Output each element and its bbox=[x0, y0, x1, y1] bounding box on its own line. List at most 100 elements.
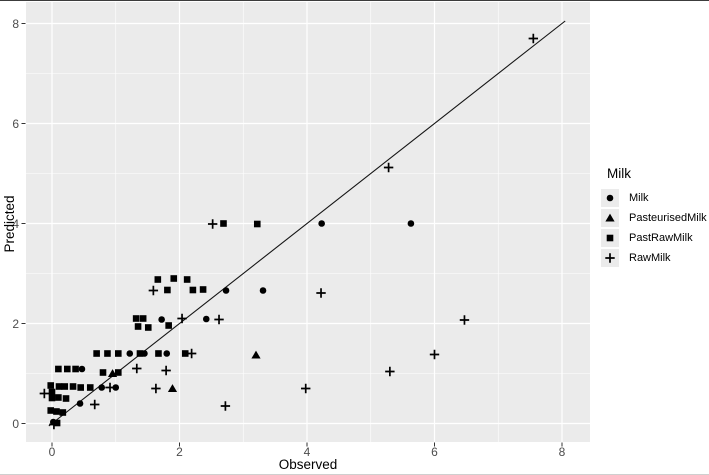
data-point-plus bbox=[316, 288, 326, 298]
data-point-circle bbox=[112, 384, 120, 391]
triangle-marker-icon bbox=[601, 209, 619, 227]
circle-marker-icon bbox=[601, 189, 619, 207]
data-point-square bbox=[220, 220, 227, 227]
data-point-square bbox=[154, 276, 162, 283]
y-tick-label: 0 bbox=[12, 417, 19, 431]
data-point-square bbox=[93, 350, 100, 357]
y-axis-title: Predicted bbox=[2, 195, 17, 253]
data-point-plus bbox=[132, 363, 142, 374]
data-point-square bbox=[164, 286, 171, 294]
data-point-square bbox=[165, 322, 172, 329]
legend-item-rawmilk: RawMilk bbox=[601, 248, 707, 268]
data-point-square bbox=[72, 365, 79, 373]
data-point-plus bbox=[385, 366, 395, 377]
data-point-circle bbox=[259, 287, 267, 294]
data-point-plus bbox=[383, 162, 394, 173]
square-marker-icon bbox=[601, 229, 619, 247]
data-point-plus bbox=[105, 382, 115, 393]
legend-item-label: Milk bbox=[629, 192, 649, 204]
data-point-square bbox=[104, 350, 111, 357]
data-point-square bbox=[132, 315, 140, 322]
data-point-square bbox=[199, 286, 207, 293]
data-point-plus bbox=[301, 383, 311, 394]
legend: Milk Milk PasteurisedMilk PastRawMilk Ra… bbox=[601, 166, 707, 268]
data-point-square bbox=[62, 395, 70, 402]
legend-item-pasteurisedmilk: PasteurisedMilk bbox=[601, 208, 707, 228]
identity-line bbox=[48, 20, 566, 427]
data-point-square bbox=[99, 369, 107, 376]
data-point-circle bbox=[222, 287, 230, 294]
data-point-triangle bbox=[605, 213, 615, 222]
data-point-plus bbox=[177, 313, 187, 324]
x-axis-title: Observed bbox=[278, 457, 338, 472]
data-point-plus bbox=[161, 365, 171, 376]
data-point-circle bbox=[98, 384, 106, 391]
data-point-circle bbox=[126, 350, 134, 357]
x-tick-label: 8 bbox=[559, 445, 566, 459]
legend-item-label: PasteurisedMilk bbox=[629, 212, 707, 224]
axis-tick-labels: 0 2 4 6 8 0 2 4 6 8 bbox=[12, 17, 565, 459]
series-PasteurisedMilk bbox=[107, 350, 261, 392]
data-point-plus bbox=[49, 419, 59, 430]
data-point-triangle bbox=[251, 350, 261, 359]
data-point-plus bbox=[459, 315, 470, 325]
x-tick-label: 6 bbox=[431, 445, 438, 459]
data-point-square bbox=[606, 234, 614, 242]
data-point-square bbox=[48, 388, 56, 396]
data-point-circle bbox=[202, 315, 210, 323]
axis-ticks bbox=[21, 23, 563, 447]
figure-top-rule bbox=[0, 0, 709, 1]
data-point-square bbox=[155, 350, 162, 357]
x-tick-label: 2 bbox=[176, 445, 183, 459]
legend-item-pastrawmilk: PastRawMilk bbox=[601, 228, 707, 248]
data-point-square bbox=[53, 408, 60, 415]
plus-marker-icon bbox=[601, 249, 619, 267]
gridlines-minor bbox=[26, 2, 590, 442]
data-point-square bbox=[183, 276, 191, 283]
data-point-plus bbox=[151, 383, 161, 394]
data-point-circle bbox=[76, 400, 84, 407]
data-point-square bbox=[55, 394, 62, 401]
data-point-square bbox=[61, 383, 69, 390]
data-point-square bbox=[77, 384, 84, 391]
data-point-square bbox=[181, 350, 189, 357]
data-point-plus bbox=[214, 314, 224, 325]
data-point-plus bbox=[207, 219, 218, 229]
data-point-circle bbox=[158, 316, 165, 323]
data-point-square bbox=[115, 350, 122, 357]
data-point-square bbox=[47, 382, 55, 389]
data-point-circle bbox=[163, 350, 171, 357]
x-tick-label: 4 bbox=[304, 445, 311, 459]
series-RawMilk bbox=[39, 33, 539, 430]
y-tick-label: 2 bbox=[12, 317, 19, 331]
data-point-square bbox=[136, 350, 144, 357]
y-tick-label: 8 bbox=[12, 17, 19, 31]
data-point-plus bbox=[429, 349, 440, 360]
data-point-plus bbox=[148, 285, 159, 296]
data-point-circle bbox=[407, 220, 415, 227]
data-point-square bbox=[64, 365, 71, 373]
series-PastRawMilk bbox=[47, 220, 261, 427]
gridlines-major bbox=[26, 2, 590, 442]
legend-item-milk: Milk bbox=[601, 188, 707, 208]
y-tick-label: 4 bbox=[12, 217, 19, 231]
data-point-circle bbox=[78, 365, 86, 373]
y-tick-label: 6 bbox=[12, 117, 19, 131]
data-point-plus bbox=[39, 388, 50, 399]
data-point-square bbox=[134, 323, 142, 330]
data-point-square bbox=[47, 407, 55, 414]
data-point-square bbox=[189, 286, 197, 294]
data-point-square bbox=[139, 315, 147, 322]
data-point-triangle bbox=[167, 384, 178, 392]
data-point-circle bbox=[318, 220, 325, 227]
data-point-plus bbox=[605, 253, 615, 263]
data-point-square bbox=[55, 383, 63, 390]
data-point-square bbox=[59, 409, 67, 416]
data-point-plus bbox=[220, 401, 231, 411]
data-point-square bbox=[86, 384, 94, 391]
data-point-square bbox=[115, 369, 122, 376]
legend-item-label: PastRawMilk bbox=[629, 232, 693, 244]
data-point-square bbox=[53, 419, 61, 427]
